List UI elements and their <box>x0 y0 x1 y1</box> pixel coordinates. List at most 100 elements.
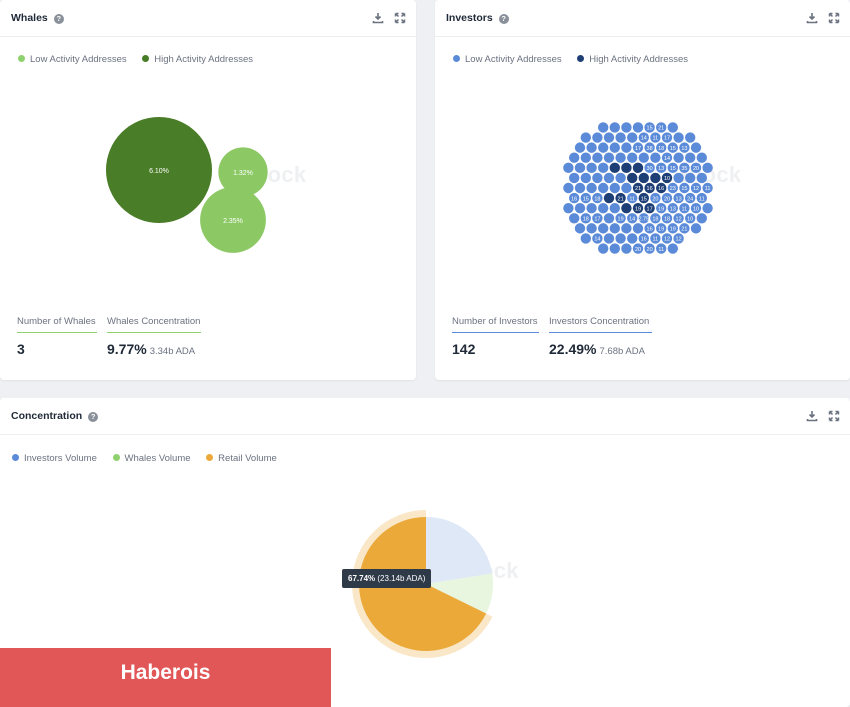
investor-bubble[interactable] <box>592 172 603 184</box>
investor-bubble[interactable]: 12 <box>673 213 684 224</box>
legend-whales-volume[interactable]: Whales Volume <box>112 453 191 464</box>
investor-bubble[interactable]: 2.79 <box>638 213 649 224</box>
investor-bubble[interactable] <box>603 213 615 224</box>
investor-bubble[interactable]: 20 <box>690 162 702 174</box>
investor-bubble[interactable] <box>603 152 615 163</box>
investor-bubble[interactable]: 18 <box>661 213 673 224</box>
investor-bubble[interactable] <box>563 202 574 214</box>
investor-bubble[interactable] <box>685 172 696 184</box>
investor-bubble[interactable] <box>563 182 574 194</box>
investor-bubble[interactable] <box>621 142 632 153</box>
investor-bubble[interactable]: 16 <box>638 233 649 244</box>
investor-bubble[interactable]: 20 <box>650 192 661 204</box>
investor-bubble[interactable] <box>621 122 632 133</box>
investor-bubble[interactable] <box>580 233 591 244</box>
investor-bubble[interactable] <box>569 172 580 184</box>
investor-bubble[interactable]: 30 <box>644 162 655 174</box>
investor-bubble[interactable] <box>638 172 649 184</box>
investor-bubble[interactable] <box>598 223 609 234</box>
investor-bubble[interactable] <box>609 223 620 234</box>
investor-bubble[interactable] <box>592 132 603 143</box>
investor-bubble[interactable]: 15 <box>667 142 678 153</box>
investor-bubble[interactable] <box>609 202 620 214</box>
investor-bubble[interactable]: 21 <box>679 223 690 234</box>
investor-bubble[interactable] <box>632 162 644 174</box>
whale-bubble[interactable] <box>218 147 268 197</box>
investor-bubble[interactable] <box>673 172 684 184</box>
whale-bubble[interactable] <box>106 117 212 223</box>
whale-bubble[interactable] <box>200 187 266 253</box>
help-icon[interactable]: ? <box>88 412 99 422</box>
investor-bubble[interactable] <box>627 152 638 163</box>
investor-bubble[interactable]: 23 <box>667 182 678 194</box>
investor-bubble[interactable]: 10 <box>690 202 702 214</box>
investor-bubble[interactable]: 10 <box>685 213 696 224</box>
investor-bubble[interactable]: 11 <box>702 182 713 194</box>
investor-bubble[interactable] <box>609 182 620 194</box>
investor-bubble[interactable] <box>615 132 626 143</box>
investor-bubble[interactable] <box>696 152 707 163</box>
investor-bubble[interactable]: 19 <box>615 213 626 224</box>
investor-bubble[interactable] <box>627 233 638 244</box>
investor-bubble[interactable] <box>598 182 609 194</box>
investor-bubble[interactable] <box>569 152 580 163</box>
investor-bubble[interactable] <box>603 233 615 244</box>
investor-bubble[interactable] <box>598 122 609 133</box>
investor-bubble[interactable]: 10 <box>661 172 673 184</box>
investor-bubble[interactable] <box>574 162 586 174</box>
legend-low-activity[interactable]: Low Activity Addresses <box>18 54 127 65</box>
pie-slice-whales-volume[interactable] <box>426 573 493 614</box>
investor-bubble[interactable]: 20 <box>644 243 655 254</box>
investor-bubble[interactable] <box>650 172 661 184</box>
investor-bubble[interactable] <box>609 243 620 254</box>
investor-bubble[interactable]: 16 <box>569 192 580 204</box>
investor-bubble[interactable] <box>696 172 707 184</box>
investor-bubble[interactable] <box>609 162 620 174</box>
investor-bubble[interactable]: 15 <box>638 192 649 204</box>
investor-bubble[interactable] <box>574 202 586 214</box>
investor-bubble[interactable]: 13 <box>667 202 678 214</box>
investor-bubble[interactable] <box>621 223 632 234</box>
investor-bubble[interactable]: 14 <box>661 152 673 163</box>
investor-bubble[interactable] <box>673 132 684 143</box>
investor-bubble[interactable] <box>615 152 626 163</box>
investor-bubble[interactable]: 24 <box>685 192 696 204</box>
investor-bubble[interactable]: 18 <box>656 142 667 153</box>
investor-bubble[interactable] <box>702 162 713 174</box>
investor-bubble[interactable]: 14 <box>592 233 603 244</box>
investor-bubble[interactable] <box>690 142 702 153</box>
investor-bubble[interactable]: 11 <box>627 192 638 204</box>
investor-bubble[interactable]: 14 <box>627 213 638 224</box>
investor-bubble[interactable] <box>685 132 696 143</box>
investor-bubble[interactable]: 17 <box>632 142 644 153</box>
investor-bubble[interactable]: 12 <box>690 182 702 194</box>
legend-investors-volume[interactable]: Investors Volume <box>12 453 97 464</box>
investor-bubble[interactable]: 14 <box>638 132 649 143</box>
investor-bubble[interactable] <box>650 152 661 163</box>
investor-bubble[interactable] <box>580 132 591 143</box>
investor-bubble[interactable] <box>609 142 620 153</box>
investor-bubble[interactable] <box>563 162 574 174</box>
investor-bubble[interactable] <box>667 122 678 133</box>
investor-bubble[interactable] <box>615 233 626 244</box>
investor-bubble[interactable]: 18 <box>580 213 591 224</box>
investor-bubble[interactable] <box>621 243 632 254</box>
investor-bubble[interactable]: 21 <box>656 122 667 133</box>
investor-bubble[interactable]: 11 <box>656 243 667 254</box>
investor-bubble[interactable] <box>598 202 609 214</box>
investor-bubble[interactable]: 11 <box>696 192 707 204</box>
investor-bubble[interactable]: 15 <box>580 192 591 204</box>
investor-bubble[interactable]: 20 <box>661 192 673 204</box>
legend-low-activity[interactable]: Low Activity Addresses <box>453 54 562 65</box>
investor-bubble[interactable]: 11 <box>650 132 661 143</box>
investor-bubble[interactable] <box>667 243 678 254</box>
investor-bubble[interactable] <box>598 162 609 174</box>
investor-bubble[interactable]: 19 <box>656 202 667 214</box>
investor-bubble[interactable] <box>702 202 713 214</box>
investor-bubble[interactable]: 19 <box>667 223 678 234</box>
investor-bubble[interactable] <box>621 182 632 194</box>
investor-bubble[interactable] <box>609 122 620 133</box>
investor-bubble[interactable] <box>586 202 597 214</box>
expand-icon[interactable] <box>828 410 840 422</box>
legend-high-activity[interactable]: High Activity Addresses <box>577 54 688 65</box>
